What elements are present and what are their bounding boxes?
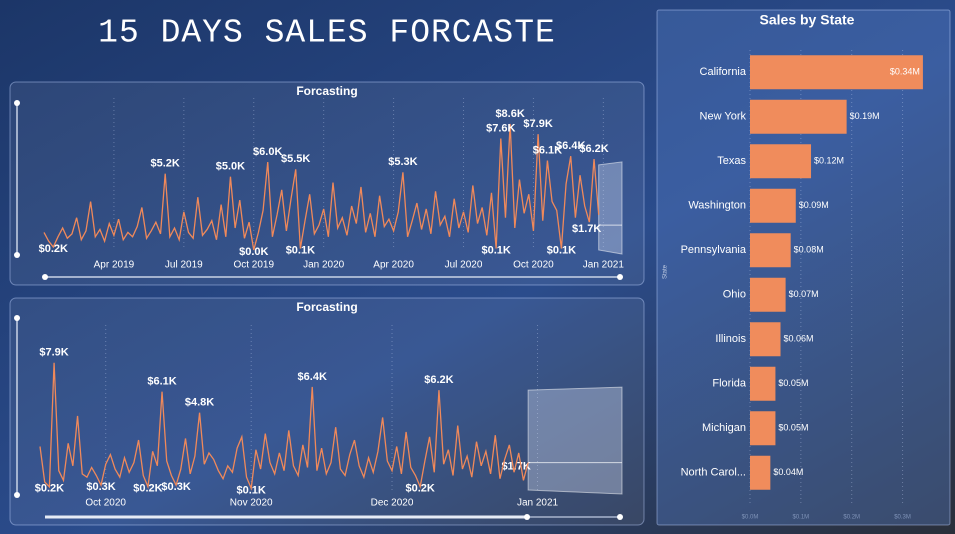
bar	[750, 411, 776, 446]
data-label: $0.1K	[547, 244, 576, 256]
data-label: $6.4K	[298, 371, 327, 383]
bar	[750, 366, 776, 401]
data-label: $6.1K	[147, 376, 176, 388]
page-title: 15 DAYS SALES FORCASTE	[98, 15, 556, 52]
slider[interactable]	[14, 100, 623, 520]
chart-title: Sales by State	[760, 12, 855, 28]
data-label: $0.1K	[481, 244, 510, 256]
data-label: $4.8K	[185, 397, 214, 409]
data-label: $7.9K	[523, 118, 552, 130]
x-tick-label: Jan 2021	[583, 260, 625, 271]
data-label: $0.34M	[890, 67, 920, 77]
x-tick-label: $0.0M	[742, 515, 759, 521]
category-label: Florida	[712, 378, 747, 390]
data-label: $0.09M	[799, 200, 829, 210]
bar	[750, 55, 923, 90]
panel	[9, 81, 645, 286]
data-label: $0.12M	[814, 156, 844, 166]
data-label: $6.2K	[424, 374, 453, 386]
data-label: $0.2K	[35, 483, 64, 495]
data-label: $0.05M	[778, 423, 808, 433]
category-label: Washington	[688, 200, 746, 212]
x-tick-label: Jul 2019	[165, 260, 203, 271]
x-tick-label: Jul 2020	[445, 260, 483, 271]
bar	[750, 322, 781, 357]
data-label: $0.08M	[794, 245, 824, 255]
line	[39, 362, 529, 491]
bar	[750, 233, 791, 268]
x-tick-label: Apr 2019	[94, 260, 135, 271]
category-label: Pennsylvania	[681, 244, 747, 256]
x-tick-label: Oct 2019	[233, 260, 274, 271]
forecast-label: $1.7K	[572, 223, 601, 235]
bar	[750, 277, 786, 312]
data-label: $0.1K	[237, 484, 266, 496]
data-label: $7.6K	[486, 122, 515, 134]
x-tick-label: Dec 2020	[371, 498, 414, 509]
x-tick-label: Jan 2021	[517, 498, 559, 509]
x-tick-label: Nov 2020	[230, 498, 273, 509]
data-label: $5.0K	[216, 161, 245, 173]
forecast-label: $1.7K	[501, 461, 530, 473]
data-label: $5.5K	[281, 153, 310, 165]
x-tick-label: Apr 2020	[373, 260, 414, 271]
data-label: $0.04M	[773, 467, 803, 477]
data-label: $0.2K	[39, 243, 68, 255]
category-label: Ohio	[723, 289, 746, 301]
data-label: $0.2K	[133, 483, 162, 495]
data-label: $0.05M	[778, 378, 808, 388]
data-label: $6.0K	[253, 146, 282, 158]
x-tick-label: $0.1M	[793, 515, 810, 521]
x-tick-label: Oct 2020	[85, 498, 126, 509]
forecast-band	[527, 386, 623, 495]
data-label: $0.06M	[784, 334, 814, 344]
data-label: $7.9K	[39, 347, 68, 359]
category-label: North Carol...	[681, 467, 746, 479]
data-label: $0.2K	[405, 483, 434, 495]
x-tick-label: Oct 2020	[513, 260, 554, 271]
data-label: $0.07M	[789, 289, 819, 299]
line	[43, 123, 600, 251]
bar	[750, 99, 847, 134]
bar	[750, 144, 812, 179]
category-label: Illinois	[715, 333, 746, 345]
category-label: New York	[700, 111, 747, 123]
data-label: $0.3K	[86, 481, 115, 493]
axis-title: State	[663, 264, 669, 279]
chart-title: Forcasting	[296, 84, 357, 98]
category-label: California	[700, 66, 747, 78]
panel	[656, 9, 951, 526]
x-tick-label: $0.2M	[843, 515, 860, 521]
x-tick-label: $0.3M	[894, 515, 911, 521]
bar	[750, 188, 796, 223]
data-label: $6.1K	[533, 144, 562, 156]
category-label: Michigan	[702, 422, 746, 434]
data-label: $8.6K	[495, 108, 524, 120]
forecast-band	[598, 161, 623, 255]
x-tick-label: Jan 2020	[303, 260, 345, 271]
data-label: $0.3K	[161, 481, 190, 493]
chart-title: Forcasting	[296, 300, 357, 314]
category-label: Texas	[717, 155, 746, 167]
data-label: $0.1K	[286, 244, 315, 256]
data-label: $6.4K	[556, 140, 585, 152]
data-label: $0.19M	[850, 111, 880, 121]
data-label: $6.2K	[579, 143, 608, 155]
data-label: $0.0K	[239, 246, 268, 258]
bar	[750, 455, 771, 490]
data-label: $5.3K	[388, 156, 417, 168]
data-label: $5.2K	[151, 158, 180, 170]
